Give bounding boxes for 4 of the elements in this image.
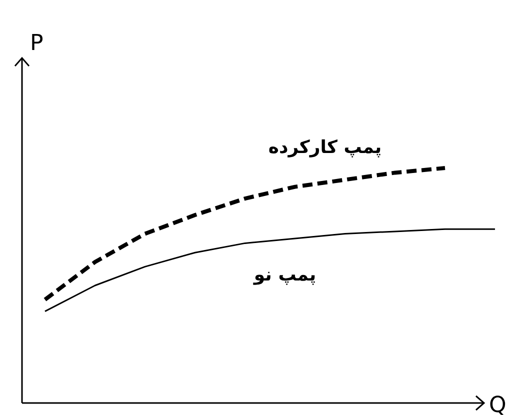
series-label: پمپ کارکرده xyxy=(268,136,382,158)
series-label: پمپ نو xyxy=(252,264,316,286)
text: P xyxy=(30,31,44,56)
text: Q xyxy=(489,393,506,415)
